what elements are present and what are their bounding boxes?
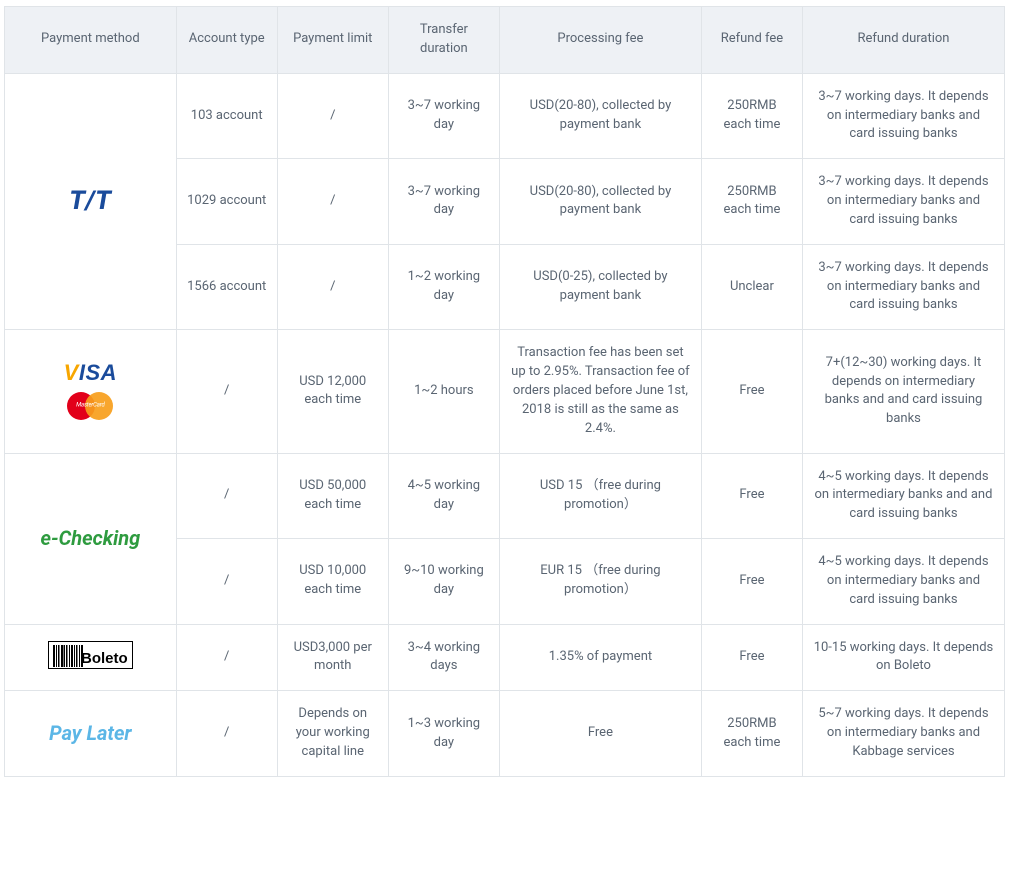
cell-refund-duration: 5~7 working days. It depends on intermed… (802, 691, 1004, 777)
tt-logo: T/T (69, 186, 111, 216)
cell-refund-fee: 250RMB each time (701, 691, 802, 777)
col-header-payment-limit: Payment limit (277, 7, 388, 74)
cell-refund-duration: 4~5 working days. It depends on intermed… (802, 539, 1004, 625)
cell-account-type: / (176, 624, 277, 691)
payment-method-cell-boleto: Boleto (5, 624, 177, 691)
cell-payment-limit: USD 12,000 each time (277, 330, 388, 453)
table-row: Boleto / USD3,000 per month 3~4 working … (5, 624, 1005, 691)
cell-transfer-duration: 9~10 working day (388, 539, 499, 625)
cell-transfer-duration: 1~2 hours (388, 330, 499, 453)
cell-account-type: 1029 account (176, 159, 277, 245)
payment-method-cell-visa-mastercard: VISA MasterCard (5, 330, 177, 453)
cell-account-type: / (176, 453, 277, 539)
cell-transfer-duration: 3~7 working day (388, 73, 499, 159)
col-header-account-type: Account type (176, 7, 277, 74)
barcode-icon (53, 645, 83, 667)
cell-transfer-duration: 1~2 working day (388, 244, 499, 330)
table-row: e-Checking / USD 50,000 each time 4~5 wo… (5, 453, 1005, 539)
paylater-logo: Pay Later (49, 721, 131, 745)
col-header-refund-fee: Refund fee (701, 7, 802, 74)
cell-account-type: 103 account (176, 73, 277, 159)
cell-account-type: / (176, 330, 277, 453)
payment-method-cell-paylater: Pay Later (5, 691, 177, 777)
payment-methods-table: Payment method Account type Payment limi… (4, 6, 1005, 777)
table-header-row: Payment method Account type Payment limi… (5, 7, 1005, 74)
cell-payment-limit: Depends on your working capital line (277, 691, 388, 777)
cell-payment-limit: USD 10,000 each time (277, 539, 388, 625)
table-row: Pay Later / Depends on your working capi… (5, 691, 1005, 777)
cell-processing-fee: Free (499, 691, 701, 777)
cell-transfer-duration: 4~5 working day (388, 453, 499, 539)
cell-transfer-duration: 3~4 working days (388, 624, 499, 691)
col-header-payment-method: Payment method (5, 7, 177, 74)
echecking-logo: e-Checking (40, 526, 140, 550)
cell-payment-limit: / (277, 73, 388, 159)
cell-transfer-duration: 1~3 working day (388, 691, 499, 777)
cell-account-type: / (176, 691, 277, 777)
cell-processing-fee: 1.35% of payment (499, 624, 701, 691)
cell-processing-fee: EUR 15 （free during promotion） (499, 539, 701, 625)
payment-method-cell-echecking: e-Checking (5, 453, 177, 624)
cell-processing-fee: USD 15 （free during promotion） (499, 453, 701, 539)
cell-refund-fee: 250RMB each time (701, 159, 802, 245)
cell-refund-duration: 3~7 working days. It depends on intermed… (802, 73, 1004, 159)
table-row: T/T 103 account / 3~7 working day USD(20… (5, 73, 1005, 159)
table-row: VISA MasterCard / USD 12,000 each time 1… (5, 330, 1005, 453)
cell-processing-fee: USD(0-25), collected by payment bank (499, 244, 701, 330)
cell-refund-duration: 7+(12~30) working days. It depends on in… (802, 330, 1004, 453)
cell-refund-fee: Free (701, 453, 802, 539)
cell-transfer-duration: 3~7 working day (388, 159, 499, 245)
cell-account-type: / (176, 539, 277, 625)
col-header-transfer-duration: Transfer duration (388, 7, 499, 74)
cell-processing-fee: USD(20-80), collected by payment bank (499, 159, 701, 245)
cell-refund-fee: Free (701, 624, 802, 691)
col-header-processing-fee: Processing fee (499, 7, 701, 74)
boleto-logo: Boleto (48, 641, 133, 669)
payment-method-cell-tt: T/T (5, 73, 177, 330)
cell-refund-duration: 10-15 working days. It depends on Boleto (802, 624, 1004, 691)
cell-payment-limit: / (277, 244, 388, 330)
cell-refund-fee: Free (701, 330, 802, 453)
cell-payment-limit: USD 50,000 each time (277, 453, 388, 539)
col-header-refund-duration: Refund duration (802, 7, 1004, 74)
cell-refund-duration: 4~5 working days. It depends on intermed… (802, 453, 1004, 539)
cell-processing-fee: USD(20-80), collected by payment bank (499, 73, 701, 159)
cell-payment-limit: USD3,000 per month (277, 624, 388, 691)
mastercard-logo: MasterCard (67, 392, 113, 420)
visa-logo: VISA (64, 362, 117, 384)
cell-payment-limit: / (277, 159, 388, 245)
cell-account-type: 1566 account (176, 244, 277, 330)
payment-methods-table-container: Payment method Account type Payment limi… (0, 0, 1009, 783)
cell-refund-fee: Free (701, 539, 802, 625)
cell-refund-fee: 250RMB each time (701, 73, 802, 159)
cell-processing-fee: Transaction fee has been set up to 2.95%… (499, 330, 701, 453)
cell-refund-duration: 3~7 working days. It depends on intermed… (802, 244, 1004, 330)
cell-refund-fee: Unclear (701, 244, 802, 330)
cell-refund-duration: 3~7 working days. It depends on intermed… (802, 159, 1004, 245)
